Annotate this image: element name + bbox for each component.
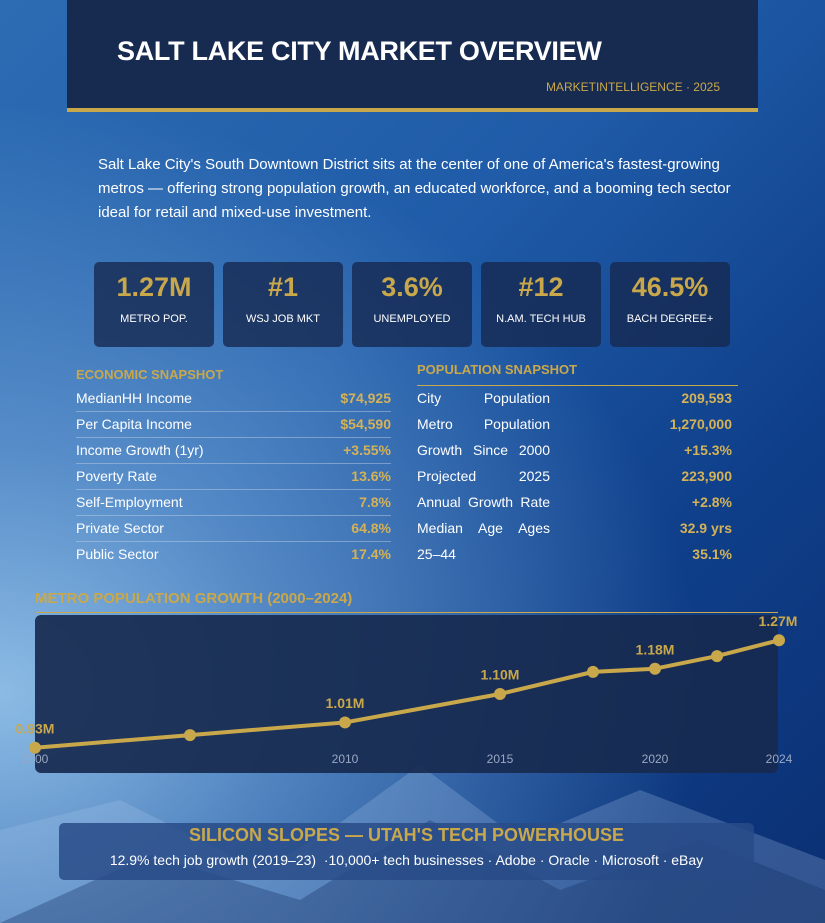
- stat-label: UNEMPLOYED: [373, 313, 451, 325]
- stat-value: 46.5%: [631, 272, 709, 302]
- row-value: 35.1%: [692, 546, 732, 562]
- row-value: +2.8%: [691, 494, 732, 510]
- row-label: Private Sector: [76, 520, 164, 536]
- row-label: Growth Since 2000: [417, 442, 550, 458]
- point: [29, 741, 41, 754]
- value-label: 0.93M: [16, 720, 55, 736]
- row-label: Projected 2025: [417, 468, 550, 484]
- row-label: Public Sector: [76, 546, 159, 562]
- point: [711, 650, 723, 663]
- value-label: 1.18M: [636, 641, 675, 657]
- row-label: Self-Employment: [76, 494, 183, 510]
- title: SALT LAKE CITY MARKET OVERVIEW: [117, 36, 602, 66]
- row-label: Annual Growth Rate: [417, 494, 550, 510]
- table-row: Self-Employment 7.8%: [76, 489, 391, 516]
- row-label: Metro Population: [417, 416, 550, 432]
- plot-area: [35, 615, 778, 773]
- stat-value: #12: [518, 272, 564, 302]
- banner-title: SILICON SLOPES — UTAH'S TECH POWERHOUSE: [189, 825, 624, 845]
- header: SALT LAKE CITY MARKET OVERVIEW MARKETINT…: [67, 0, 758, 112]
- stat-card: 1.27M METRO POP.: [94, 262, 214, 347]
- subtitle: MARKETINTELLIGENCE · 2025: [545, 80, 720, 94]
- section-title: POPULATION SNAPSHOT: [417, 362, 578, 377]
- x-tick-label: 2024: [766, 752, 793, 766]
- table-row: Annual Growth Rate +2.8%: [417, 489, 732, 515]
- chart-title: METRO POPULATION GROWTH (2000–2024): [35, 590, 353, 607]
- section-title: ECONOMIC SNAPSHOT: [76, 367, 224, 382]
- point: [649, 662, 661, 675]
- row-value: 64.8%: [351, 520, 391, 536]
- row-label: Per Capita Income: [76, 416, 192, 432]
- row-value: $74,925: [340, 390, 391, 406]
- table-row: City Population 209,593: [417, 385, 732, 411]
- stat-label: BACH DEGREE+: [626, 313, 714, 325]
- table-row: Income Growth (1yr) +3.55%: [76, 437, 391, 464]
- value-label: 1.10M: [481, 667, 520, 683]
- stat-label: METRO POP.: [120, 313, 188, 325]
- point: [339, 716, 351, 729]
- divider: [35, 612, 778, 613]
- value-label: 1.27M: [759, 613, 798, 629]
- stat-card: 46.5% BACH DEGREE+: [610, 262, 730, 347]
- point: [587, 665, 599, 678]
- point: [494, 688, 506, 700]
- row-value: 32.9 yrs: [679, 520, 732, 536]
- row-value: 209,593: [681, 390, 732, 406]
- row-value: 1,270,000: [669, 416, 732, 432]
- table-row: Poverty Rate 13.6%: [76, 463, 391, 490]
- table-row: Public Sector 17.4%: [76, 541, 391, 567]
- stat-label: N.AM. TECH HUB: [496, 313, 586, 325]
- row-label: Income Growth (1yr): [76, 442, 204, 458]
- x-tick-label: 2020: [642, 752, 669, 766]
- table-row: Per Capita Income $54,590: [76, 411, 391, 438]
- table-row: Growth Since 2000 +15.3%: [417, 437, 732, 463]
- row-value: 223,900: [681, 468, 732, 484]
- value-label: 1.01M: [326, 695, 365, 711]
- table-row: MedianHH Income $74,925: [76, 385, 391, 412]
- banner: SILICON SLOPES — UTAH'S TECH POWERHOUSE …: [59, 823, 754, 880]
- chart: 2000 2010 2015 2020 2024 0.93M 1.01M 1.10M 1.18M…: [16, 613, 798, 773]
- intro: Salt Lake City's South Downtown District…: [98, 156, 731, 221]
- row-label: Median Age Ages: [417, 520, 550, 536]
- point: [184, 729, 196, 742]
- divider: [417, 385, 738, 386]
- row-value: $54,590: [340, 416, 391, 432]
- row-value: +15.3%: [684, 442, 732, 458]
- table-row: Metro Population 1,270,000: [417, 411, 732, 437]
- stat-value: 1.27M: [116, 272, 192, 302]
- stat-value: #1: [267, 272, 299, 302]
- stat-card: #12 N.AM. TECH HUB: [481, 262, 601, 347]
- stat-card: 3.6% UNEMPLOYED: [352, 262, 472, 347]
- row-label: Poverty Rate: [76, 468, 157, 484]
- table-row: Private Sector 64.8%: [76, 515, 391, 542]
- x-tick-label: 2010: [332, 752, 359, 766]
- stat-card: #1 WSJ JOB MKT: [223, 262, 343, 347]
- row-value: +3.55%: [343, 442, 391, 458]
- banner-text: 12.9% tech job growth (2019–23) ·10,000+…: [109, 852, 704, 868]
- x-tick-label: 2015: [487, 752, 514, 766]
- row-value: 13.6%: [351, 468, 391, 484]
- row-label: MedianHH Income: [76, 390, 192, 406]
- point: [773, 634, 785, 647]
- table-row: 25–44 35.1%: [417, 541, 732, 567]
- line: [34, 638, 780, 750]
- stat-label: WSJ JOB MKT: [246, 313, 320, 325]
- row-label: City Population: [417, 390, 550, 406]
- row-label: 25–44: [417, 546, 456, 562]
- stat-value: 3.6%: [381, 272, 443, 302]
- table-row: Projected 2025 223,900: [417, 463, 732, 489]
- row-value: 7.8%: [359, 494, 391, 510]
- table-row: Median Age Ages 32.9 yrs: [417, 515, 732, 541]
- row-value: 17.4%: [351, 546, 391, 562]
- x-tick-label: 2000: [22, 752, 49, 766]
